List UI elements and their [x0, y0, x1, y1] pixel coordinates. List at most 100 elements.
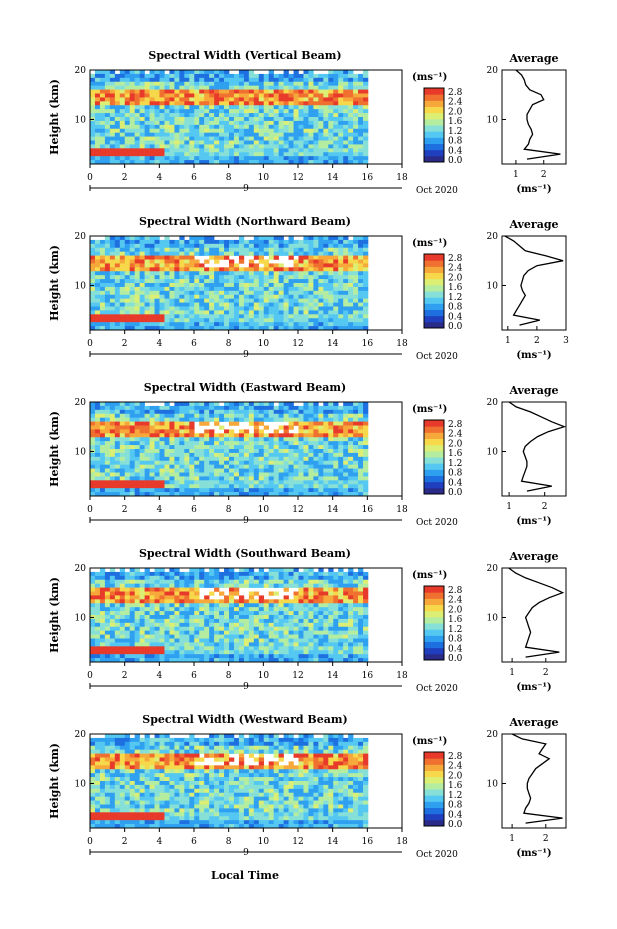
heatmap-cell	[109, 93, 116, 98]
heatmap-cell	[199, 109, 205, 114]
heatmap-cell	[209, 322, 215, 327]
heatmap-cell	[114, 441, 121, 446]
panel-4: Spectral Width (Southward Beam)1020Heigh…	[48, 547, 567, 694]
heatmap-cell	[174, 405, 180, 411]
heatmap-cell	[104, 603, 111, 608]
heatmap-cell	[104, 622, 111, 628]
heatmap-cell	[298, 484, 304, 489]
heatmap-cell	[318, 318, 324, 323]
heatmap-cell	[348, 441, 354, 446]
heatmap-cell	[94, 611, 101, 616]
heatmap-cell	[114, 239, 121, 245]
heatmap-cell	[124, 492, 131, 497]
heatmap-cell	[184, 124, 190, 130]
heatmap-cell	[159, 247, 165, 252]
heatmap-cell	[258, 433, 265, 438]
heatmap-cell	[199, 571, 205, 577]
heatmap-cell	[99, 243, 106, 249]
heatmap-cell	[338, 437, 344, 442]
heatmap-cell	[124, 271, 131, 276]
heatmap-cell	[134, 622, 140, 628]
heatmap-cell	[124, 298, 131, 303]
colorbar-swatch	[424, 284, 444, 292]
heatmap-cell	[253, 468, 260, 473]
heatmap-cell	[174, 603, 180, 608]
heatmap-cell	[224, 464, 230, 469]
heatmap-cell	[119, 472, 126, 477]
heatmap-cell	[293, 136, 299, 141]
heatmap-cell	[154, 85, 160, 90]
heatmap-cell	[358, 105, 364, 110]
heatmap-cell	[129, 89, 135, 94]
heatmap-cell	[303, 409, 309, 415]
heatmap-cell	[159, 251, 165, 256]
heatmap-cell	[149, 599, 155, 604]
heatmap-cell	[119, 279, 126, 284]
heatmap-cell	[348, 156, 354, 161]
heatmap-cell	[90, 603, 96, 608]
heatmap-cell	[278, 243, 284, 249]
heatmap-cell	[363, 156, 369, 161]
heatmap-cell	[184, 77, 190, 83]
heatmap-cell	[219, 243, 225, 249]
colorbar-swatch	[424, 309, 444, 317]
heatmap-cell	[323, 480, 329, 485]
heatmap-cell	[134, 117, 140, 122]
heatmap-cell	[139, 607, 145, 612]
heatmap-cell	[308, 136, 314, 141]
heatmap-cell	[328, 275, 334, 280]
heatmap-cell	[323, 579, 329, 584]
heatmap-cell	[90, 314, 96, 319]
heatmap-cell	[224, 124, 230, 130]
heatmap-cell	[224, 417, 230, 422]
heatmap-cell	[94, 109, 101, 114]
heatmap-cell	[298, 480, 304, 485]
heatmap-cell	[94, 259, 101, 264]
heatmap-cell	[288, 144, 294, 149]
heatmap-cell	[114, 85, 121, 90]
heatmap-cell	[293, 109, 299, 114]
heatmap-cell	[238, 275, 245, 280]
heatmap-cell	[104, 152, 111, 157]
heatmap-cell	[293, 89, 299, 94]
heatmap-cell	[348, 140, 354, 145]
heatmap-cell	[99, 105, 106, 110]
heatmap-cell	[184, 480, 190, 485]
heatmap-cell	[273, 239, 279, 245]
heatmap-cell	[214, 117, 220, 122]
heatmap-cell	[343, 310, 349, 315]
heatmap-cell	[353, 429, 359, 434]
heatmap-cell	[353, 599, 359, 604]
heatmap-cell	[144, 160, 150, 165]
heatmap-cell	[204, 314, 210, 319]
heatmap-cell	[318, 456, 324, 462]
heatmap-cell	[263, 603, 270, 608]
heatmap-cell	[189, 113, 195, 118]
heatmap-cell	[229, 93, 235, 98]
heatmap-cell	[114, 247, 121, 252]
heatmap-cell	[174, 310, 180, 315]
heatmap-cell	[343, 160, 349, 165]
heatmap-cell	[268, 433, 274, 438]
heatmap-cell	[164, 583, 170, 588]
heatmap-cell	[358, 267, 364, 272]
heatmap-cell	[119, 452, 126, 458]
heatmap-cell	[273, 267, 279, 272]
heatmap-cell	[194, 402, 200, 407]
heatmap-cell	[298, 575, 304, 581]
heatmap-cell	[174, 89, 180, 94]
heatmap-cell	[179, 101, 185, 106]
heatmap-cell	[174, 445, 180, 450]
heatmap-cell	[109, 409, 116, 415]
heatmap-cell	[333, 89, 339, 94]
heatmap-cell	[248, 124, 255, 130]
heatmap-cell	[348, 294, 354, 299]
heatmap-cell	[154, 492, 160, 497]
heatmap-cell	[288, 89, 294, 94]
heatmap-cell	[99, 587, 106, 592]
heatmap-cell	[283, 160, 289, 165]
heatmap-cell	[288, 302, 294, 307]
colorbar-unit: (ms⁻¹)	[412, 72, 447, 83]
heatmap-cell	[313, 290, 319, 296]
heatmap-cell	[174, 429, 180, 434]
